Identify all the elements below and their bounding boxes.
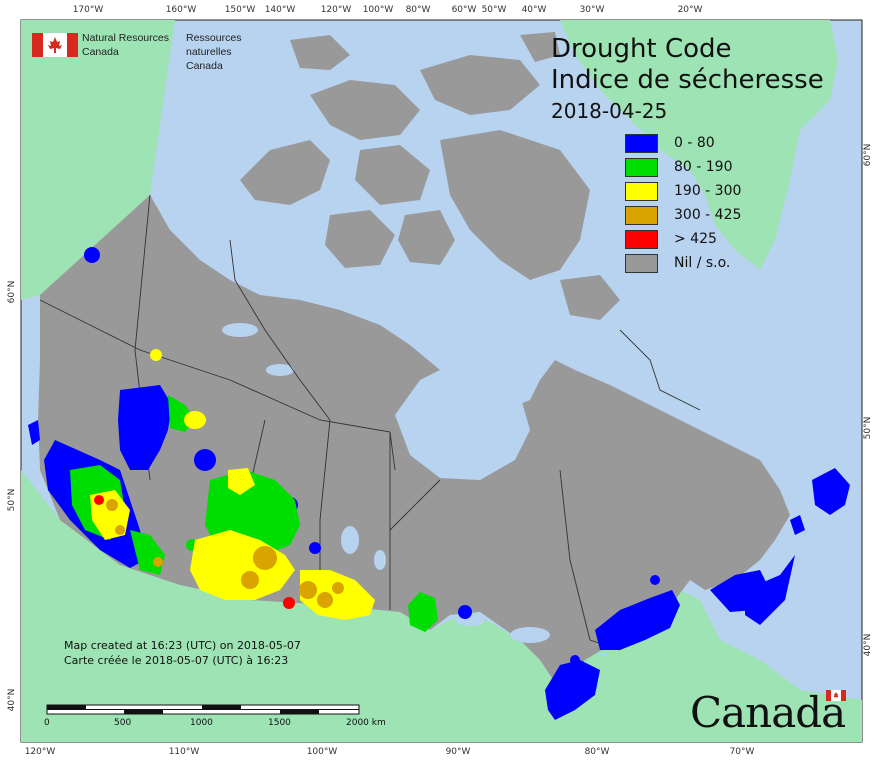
wordmark-flag-icon	[826, 690, 846, 701]
legend-label: Nil / s.o.	[674, 255, 731, 271]
scale-bar-graphic	[46, 704, 360, 715]
legend-item: 190 - 300	[625, 182, 825, 206]
legend: 0 - 80 80 - 190 190 - 300 300 - 425 > 42…	[625, 134, 825, 278]
legend-label: > 425	[674, 231, 717, 247]
top-tick: 170°W	[73, 5, 104, 15]
right-axis-labels: 60°N 50°N 40°N	[863, 144, 873, 657]
arctic-islands	[240, 32, 620, 320]
credit-line-en: Map created at 16:23 (UTC) on 2018-05-07	[64, 639, 301, 652]
greenland-land	[560, 20, 838, 270]
dept-en-line: Canada	[82, 46, 119, 58]
bottom-tick: 120°W	[25, 747, 56, 757]
left-axis-labels: 60°N 50°N 40°N	[7, 281, 17, 712]
drought-300-425	[106, 499, 344, 608]
top-tick: 150°W	[225, 5, 256, 15]
legend-item: 80 - 190	[625, 158, 825, 182]
legend-label: 80 - 190	[674, 159, 733, 175]
alaska-land	[21, 20, 175, 300]
canada-flag-icon	[32, 33, 78, 57]
bottom-tick: 110°W	[169, 747, 200, 757]
legend-swatch	[625, 206, 658, 225]
map-title: Drought Code Indice de sécheresse 2018-0…	[551, 34, 851, 124]
scale-label: 1000	[190, 718, 213, 728]
title-en: Drought Code	[551, 34, 732, 64]
legend-item: > 425	[625, 230, 825, 254]
dept-fr-line: Ressources naturelles	[186, 32, 242, 58]
bottom-tick: 90°W	[446, 747, 471, 757]
bottom-tick: 70°W	[730, 747, 755, 757]
top-tick: 40°W	[522, 5, 547, 15]
hudson-bay	[395, 365, 530, 480]
top-axis-labels: 170°W 160°W 150°W 140°W 120°W 100°W 80°W…	[73, 5, 703, 15]
left-tick: 40°N	[7, 689, 17, 712]
top-tick: 140°W	[265, 5, 296, 15]
scale-bar: 0 500 1000 1500 2000 km	[44, 704, 386, 734]
legend-label: 300 - 425	[674, 207, 742, 223]
top-tick: 160°W	[166, 5, 197, 15]
top-tick: 60°W	[452, 5, 477, 15]
top-tick: 50°W	[482, 5, 507, 15]
title-fr: Indice de sécheresse	[551, 65, 824, 95]
legend-item: 0 - 80	[625, 134, 825, 158]
dept-fr-line: Canada	[186, 60, 223, 72]
left-tick: 50°N	[7, 489, 17, 512]
legend-item: Nil / s.o.	[625, 254, 825, 278]
scale-label: 1500	[268, 718, 291, 728]
bottom-tick: 100°W	[307, 747, 338, 757]
dept-name-fr: Ressources naturelles Canada	[186, 31, 280, 73]
dept-en-line: Natural Resources	[82, 32, 169, 44]
nrcan-signature: Natural Resources Canada Ressources natu…	[30, 30, 280, 72]
legend-swatch	[625, 182, 658, 201]
credit-line-fr: Carte créée le 2018-05-07 (UTC) à 16:23	[64, 654, 289, 667]
map-date: 2018-04-25	[551, 99, 668, 123]
bottom-axis-labels: 120°W 110°W 100°W 90°W 80°W 70°W	[25, 747, 755, 757]
map-credits: Map created at 16:23 (UTC) on 2018-05-07…	[64, 638, 301, 668]
drought-over-425	[94, 495, 295, 609]
scale-label: 0	[44, 718, 50, 728]
legend-label: 0 - 80	[674, 135, 715, 151]
legend-swatch	[625, 254, 658, 273]
bottom-tick: 80°W	[585, 747, 610, 757]
right-tick: 40°N	[863, 634, 873, 657]
top-tick: 30°W	[580, 5, 605, 15]
scale-label: 2000 km	[346, 718, 386, 728]
legend-swatch	[625, 230, 658, 249]
right-tick: 60°N	[863, 144, 873, 167]
newfoundland	[812, 468, 850, 515]
canada-wordmark: Canada	[690, 688, 846, 737]
legend-swatch	[625, 134, 658, 153]
right-tick: 50°N	[863, 417, 873, 440]
top-tick: 80°W	[406, 5, 431, 15]
legend-label: 190 - 300	[674, 183, 742, 199]
legend-swatch	[625, 158, 658, 177]
legend-item: 300 - 425	[625, 206, 825, 230]
usa-land	[21, 470, 862, 742]
left-tick: 60°N	[7, 281, 17, 304]
scale-label: 500	[114, 718, 132, 728]
top-tick: 100°W	[363, 5, 394, 15]
top-tick: 20°W	[678, 5, 703, 15]
top-tick: 120°W	[321, 5, 352, 15]
dept-name-en: Natural Resources Canada	[82, 31, 169, 59]
